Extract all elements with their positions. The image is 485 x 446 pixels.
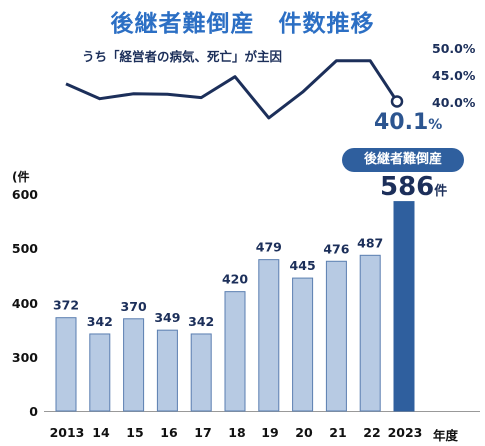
xlabel-0: 2013 xyxy=(49,425,85,440)
bar-21 xyxy=(325,260,347,412)
bar-19 xyxy=(258,259,280,412)
xlabel-8: 21 xyxy=(329,425,347,440)
xlabel-5: 18 xyxy=(228,425,246,440)
data-label-2013: 372 xyxy=(53,298,79,313)
highlight-number: 586 xyxy=(380,172,435,202)
unit-label: (件 xyxy=(12,170,30,184)
last-value-unit: % xyxy=(428,117,443,133)
xlabel-9: 22 xyxy=(363,425,381,440)
ytick-600: 600 xyxy=(11,187,38,202)
data-label-22: 487 xyxy=(357,235,383,250)
ytick-500: 500 xyxy=(11,241,38,256)
xlabel-6: 19 xyxy=(261,425,279,440)
xlabel-10: 2023 xyxy=(387,425,423,440)
xlabel-3: 16 xyxy=(160,425,178,440)
pct-tick-40: 40.0% xyxy=(432,95,476,110)
data-label-17: 342 xyxy=(188,314,214,329)
bar-15 xyxy=(123,318,145,412)
ytick-0: 0 xyxy=(29,404,38,419)
data-label-19: 479 xyxy=(256,240,282,255)
bar-14 xyxy=(89,333,111,412)
ytick-300: 300 xyxy=(11,350,38,365)
line-caption: うち「経営者の病気、死亡」が主因 xyxy=(82,49,283,64)
data-label-14: 342 xyxy=(87,314,113,329)
ytick-400: 400 xyxy=(11,296,38,311)
chart-title: 後継者難倒産 件数推移 xyxy=(110,11,375,37)
data-label-21: 476 xyxy=(323,241,349,256)
data-label-16: 349 xyxy=(154,310,180,325)
data-label-20: 445 xyxy=(290,258,316,273)
xlabel-4: 17 xyxy=(194,425,212,440)
highlight-unit: 件 xyxy=(434,184,448,199)
line-series xyxy=(65,59,399,120)
pct-tick-50: 50.0% xyxy=(432,41,476,56)
last-value-number: 40.1 xyxy=(374,110,429,135)
bar-2023 xyxy=(393,201,415,412)
bar-18 xyxy=(224,291,246,412)
x-suffix: 年度 xyxy=(433,428,459,443)
bar-20 xyxy=(292,277,314,412)
bar-22 xyxy=(359,254,381,412)
data-label-18: 420 xyxy=(222,272,248,287)
xlabel-2: 15 xyxy=(126,425,144,440)
highlight-badge: 後継者難倒産 xyxy=(342,148,464,172)
bar-17 xyxy=(190,333,212,412)
xlabel-7: 20 xyxy=(295,425,313,440)
data-label-15: 370 xyxy=(121,299,147,314)
line-point-2023 xyxy=(390,95,404,108)
bar-2013 xyxy=(55,317,77,412)
last-value-label: 40.1% xyxy=(374,110,442,135)
highlight-value: 586件 xyxy=(380,172,447,202)
bar-16 xyxy=(156,329,178,412)
pct-tick-45: 45.0% xyxy=(432,68,476,83)
xlabel-1: 14 xyxy=(92,425,110,440)
